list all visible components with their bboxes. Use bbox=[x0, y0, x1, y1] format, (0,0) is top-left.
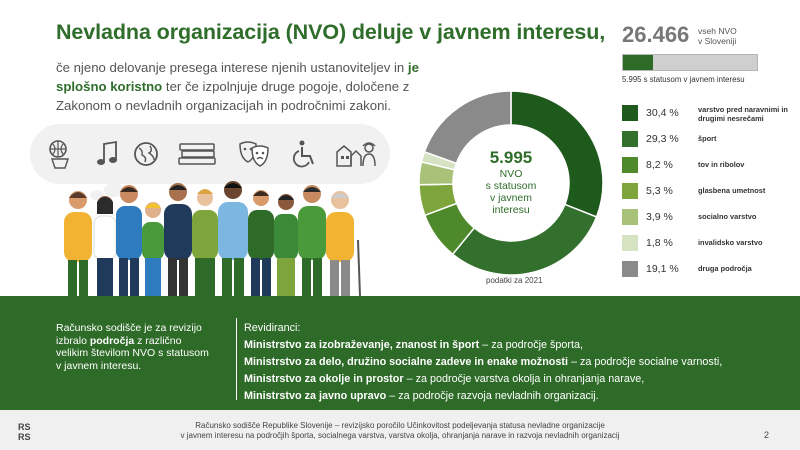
auditees-list: Revidiranci: Ministrstvo za izobraževanj… bbox=[244, 320, 784, 405]
legend-percentage: 30,4 % bbox=[646, 107, 679, 119]
court-logo: RS RS bbox=[18, 422, 31, 442]
people-illustration bbox=[64, 181, 361, 297]
intro-text: če njeno delovanje presega interese njen… bbox=[56, 58, 426, 115]
infographic-top: Nevladna organizacija (NVO) deluje v jav… bbox=[30, 20, 788, 297]
auditee-row: Ministrstvo za okolje in prostor – za po… bbox=[244, 371, 784, 388]
person-figure bbox=[274, 194, 298, 296]
intro-part1: če njeno delovanje presega interese njen… bbox=[56, 60, 408, 75]
audit-scope-part1: Računsko sodišče je za revizijo izbralo bbox=[56, 322, 202, 347]
legend-percentage: 5,3 % bbox=[646, 185, 673, 197]
legend-swatch bbox=[622, 157, 638, 173]
donut-chart bbox=[418, 90, 604, 276]
globe-icon bbox=[134, 142, 158, 166]
thought-bubble-dot bbox=[104, 183, 124, 197]
page-footer: RS RS Računsko sodišče Republike Sloveni… bbox=[0, 410, 800, 450]
legend-swatch bbox=[622, 131, 638, 147]
thought-bubble bbox=[30, 124, 390, 184]
footer-line2: v javnem interesu na področjih športa, s… bbox=[180, 431, 620, 440]
donut-center-number: 5.995 bbox=[489, 148, 533, 167]
donut-center-line: v javnem bbox=[489, 192, 532, 204]
person-figure bbox=[326, 191, 361, 297]
auditee-scope: – za področje socialne varnosti, bbox=[567, 356, 723, 368]
legend-label: varstvo pred naravnimi in drugimi nesreč… bbox=[698, 105, 788, 123]
basketball-icon bbox=[49, 140, 69, 169]
legend-percentage: 8,2 % bbox=[646, 159, 673, 171]
donut-center-label: 5.995 NVO s statusom v javnem interesu bbox=[466, 148, 556, 216]
auditee-scope: – za področje varstva okolja in ohranjan… bbox=[403, 373, 645, 385]
total-ngo-label: vseh NVO v Sloveniji bbox=[698, 26, 737, 46]
auditee-name: Ministrstvo za delo, družino socialne za… bbox=[244, 356, 568, 368]
status-share-label: 5.995 s statusom v javnem interesu bbox=[622, 75, 745, 84]
intro-highlight: je splošno koristno bbox=[56, 60, 419, 94]
person-figure bbox=[64, 191, 92, 296]
legend-label: invalidsko varstvo bbox=[698, 238, 763, 247]
auditee-scope: – za področje razvoja nevladnih organiza… bbox=[386, 390, 599, 402]
auditee-name: Ministrstvo za izobraževanje, znanost in… bbox=[244, 339, 480, 351]
thought-bubble-dot bbox=[90, 190, 104, 200]
person-figure bbox=[93, 196, 117, 296]
audit-band: Računsko sodišče je za revizijo izbralo … bbox=[0, 296, 800, 410]
page-number: 2 bbox=[764, 430, 770, 440]
legend-label: glasbena umetnost bbox=[698, 186, 766, 195]
footer-line1: Računsko sodišče Republike Slovenije – r… bbox=[195, 421, 605, 430]
person-figure bbox=[164, 183, 192, 296]
data-source-note: podatki za 2021 bbox=[486, 276, 543, 285]
donut-center-line: interesu bbox=[492, 204, 530, 216]
donut-slice bbox=[510, 90, 604, 218]
legend-swatch bbox=[622, 105, 638, 121]
auditee-scope: – za področje športa, bbox=[479, 339, 584, 351]
person-figure bbox=[298, 185, 326, 296]
person-figure bbox=[218, 181, 248, 296]
audit-scope-bold: področja bbox=[89, 334, 135, 347]
legend-swatch bbox=[622, 235, 638, 251]
auditee-row: Ministrstvo za delo, družino socialne za… bbox=[244, 354, 784, 371]
legend-percentage: 3,9 % bbox=[646, 211, 673, 223]
auditee-name: Ministrstvo za javno upravo bbox=[244, 390, 387, 402]
books-icon bbox=[178, 143, 216, 165]
theatre-masks-icon bbox=[239, 141, 269, 167]
audit-scope-text: Računsko sodišče je za revizijo izbralo … bbox=[56, 322, 216, 372]
legend-percentage: 1,8 % bbox=[646, 237, 673, 249]
audit-scope-part2: z različno velikim številom NVO s status… bbox=[56, 334, 209, 372]
donut-slice bbox=[423, 90, 512, 165]
houses-firefighter-icon bbox=[336, 142, 376, 167]
auditee-row: Ministrstvo za izobraževanje, znanost in… bbox=[244, 337, 784, 354]
legend-label: socialno varstvo bbox=[698, 212, 757, 221]
intro-part2: ter če izpolnjuje druge pogoje, določene… bbox=[56, 79, 410, 113]
legend-percentage: 19,1 % bbox=[646, 263, 679, 275]
legend-label: šport bbox=[698, 134, 717, 143]
person-figure bbox=[142, 202, 164, 296]
legend-percentage: 29,3 % bbox=[646, 133, 679, 145]
legend-swatch bbox=[622, 183, 638, 199]
person-figure bbox=[116, 185, 142, 296]
legend-label: druga področja bbox=[698, 264, 752, 273]
total-ngo-number: 26.466 bbox=[622, 22, 690, 47]
person-figure bbox=[192, 189, 218, 296]
total-label-line1: vseh NVO bbox=[698, 26, 737, 36]
legend-label: tov in ribolov bbox=[698, 160, 745, 169]
status-share-bar-fill bbox=[623, 55, 654, 70]
total-label-line2: v Sloveniji bbox=[698, 36, 737, 46]
footer-text: Računsko sodišče Republike Slovenije – r… bbox=[60, 421, 740, 441]
logo-line: RS bbox=[18, 422, 31, 432]
music-note-icon bbox=[97, 140, 117, 165]
legend-swatch bbox=[622, 261, 638, 277]
wheelchair-icon bbox=[292, 140, 314, 168]
donut-center-line: s statusom bbox=[485, 180, 537, 192]
band-divider bbox=[236, 318, 237, 400]
donut-center-line: NVO bbox=[499, 168, 523, 180]
auditees-heading: Revidiranci: bbox=[244, 322, 301, 334]
auditee-name: Ministrstvo za okolje in prostor bbox=[244, 373, 404, 385]
status-share-bar bbox=[622, 54, 758, 71]
legend-swatch bbox=[622, 209, 638, 225]
person-figure bbox=[248, 190, 274, 296]
logo-line: RS bbox=[18, 432, 31, 442]
page-title: Nevladna organizacija (NVO) deluje v jav… bbox=[56, 20, 606, 44]
auditee-row: Ministrstvo za javno upravo – za področj… bbox=[244, 388, 784, 405]
